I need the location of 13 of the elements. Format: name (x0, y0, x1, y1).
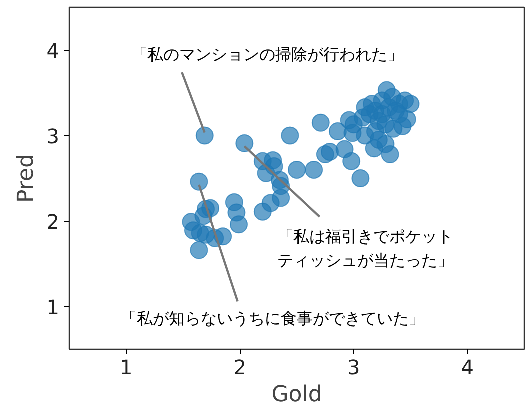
annotation: 「私が知らないうちに食事ができていた」 (121, 309, 426, 328)
x-tick-label: 1 (120, 356, 133, 380)
x-axis-title: Gold (272, 382, 322, 408)
annotation: 「私のマンションの掃除が行われた」 (131, 45, 404, 64)
y-tick-label: 4 (46, 38, 60, 63)
x-tick-label: 4 (461, 356, 474, 380)
y-axis-title: Pred (14, 154, 39, 203)
y-tick-label: 1 (46, 295, 60, 320)
x-tick-label: 2 (234, 356, 246, 380)
annotation: 「私は福引きでポケットティッシュが当たった」 (278, 227, 454, 270)
x-tick-label: 3 (348, 356, 360, 380)
y-tick-label: 2 (46, 210, 60, 234)
y-tick-label: 3 (46, 124, 60, 148)
